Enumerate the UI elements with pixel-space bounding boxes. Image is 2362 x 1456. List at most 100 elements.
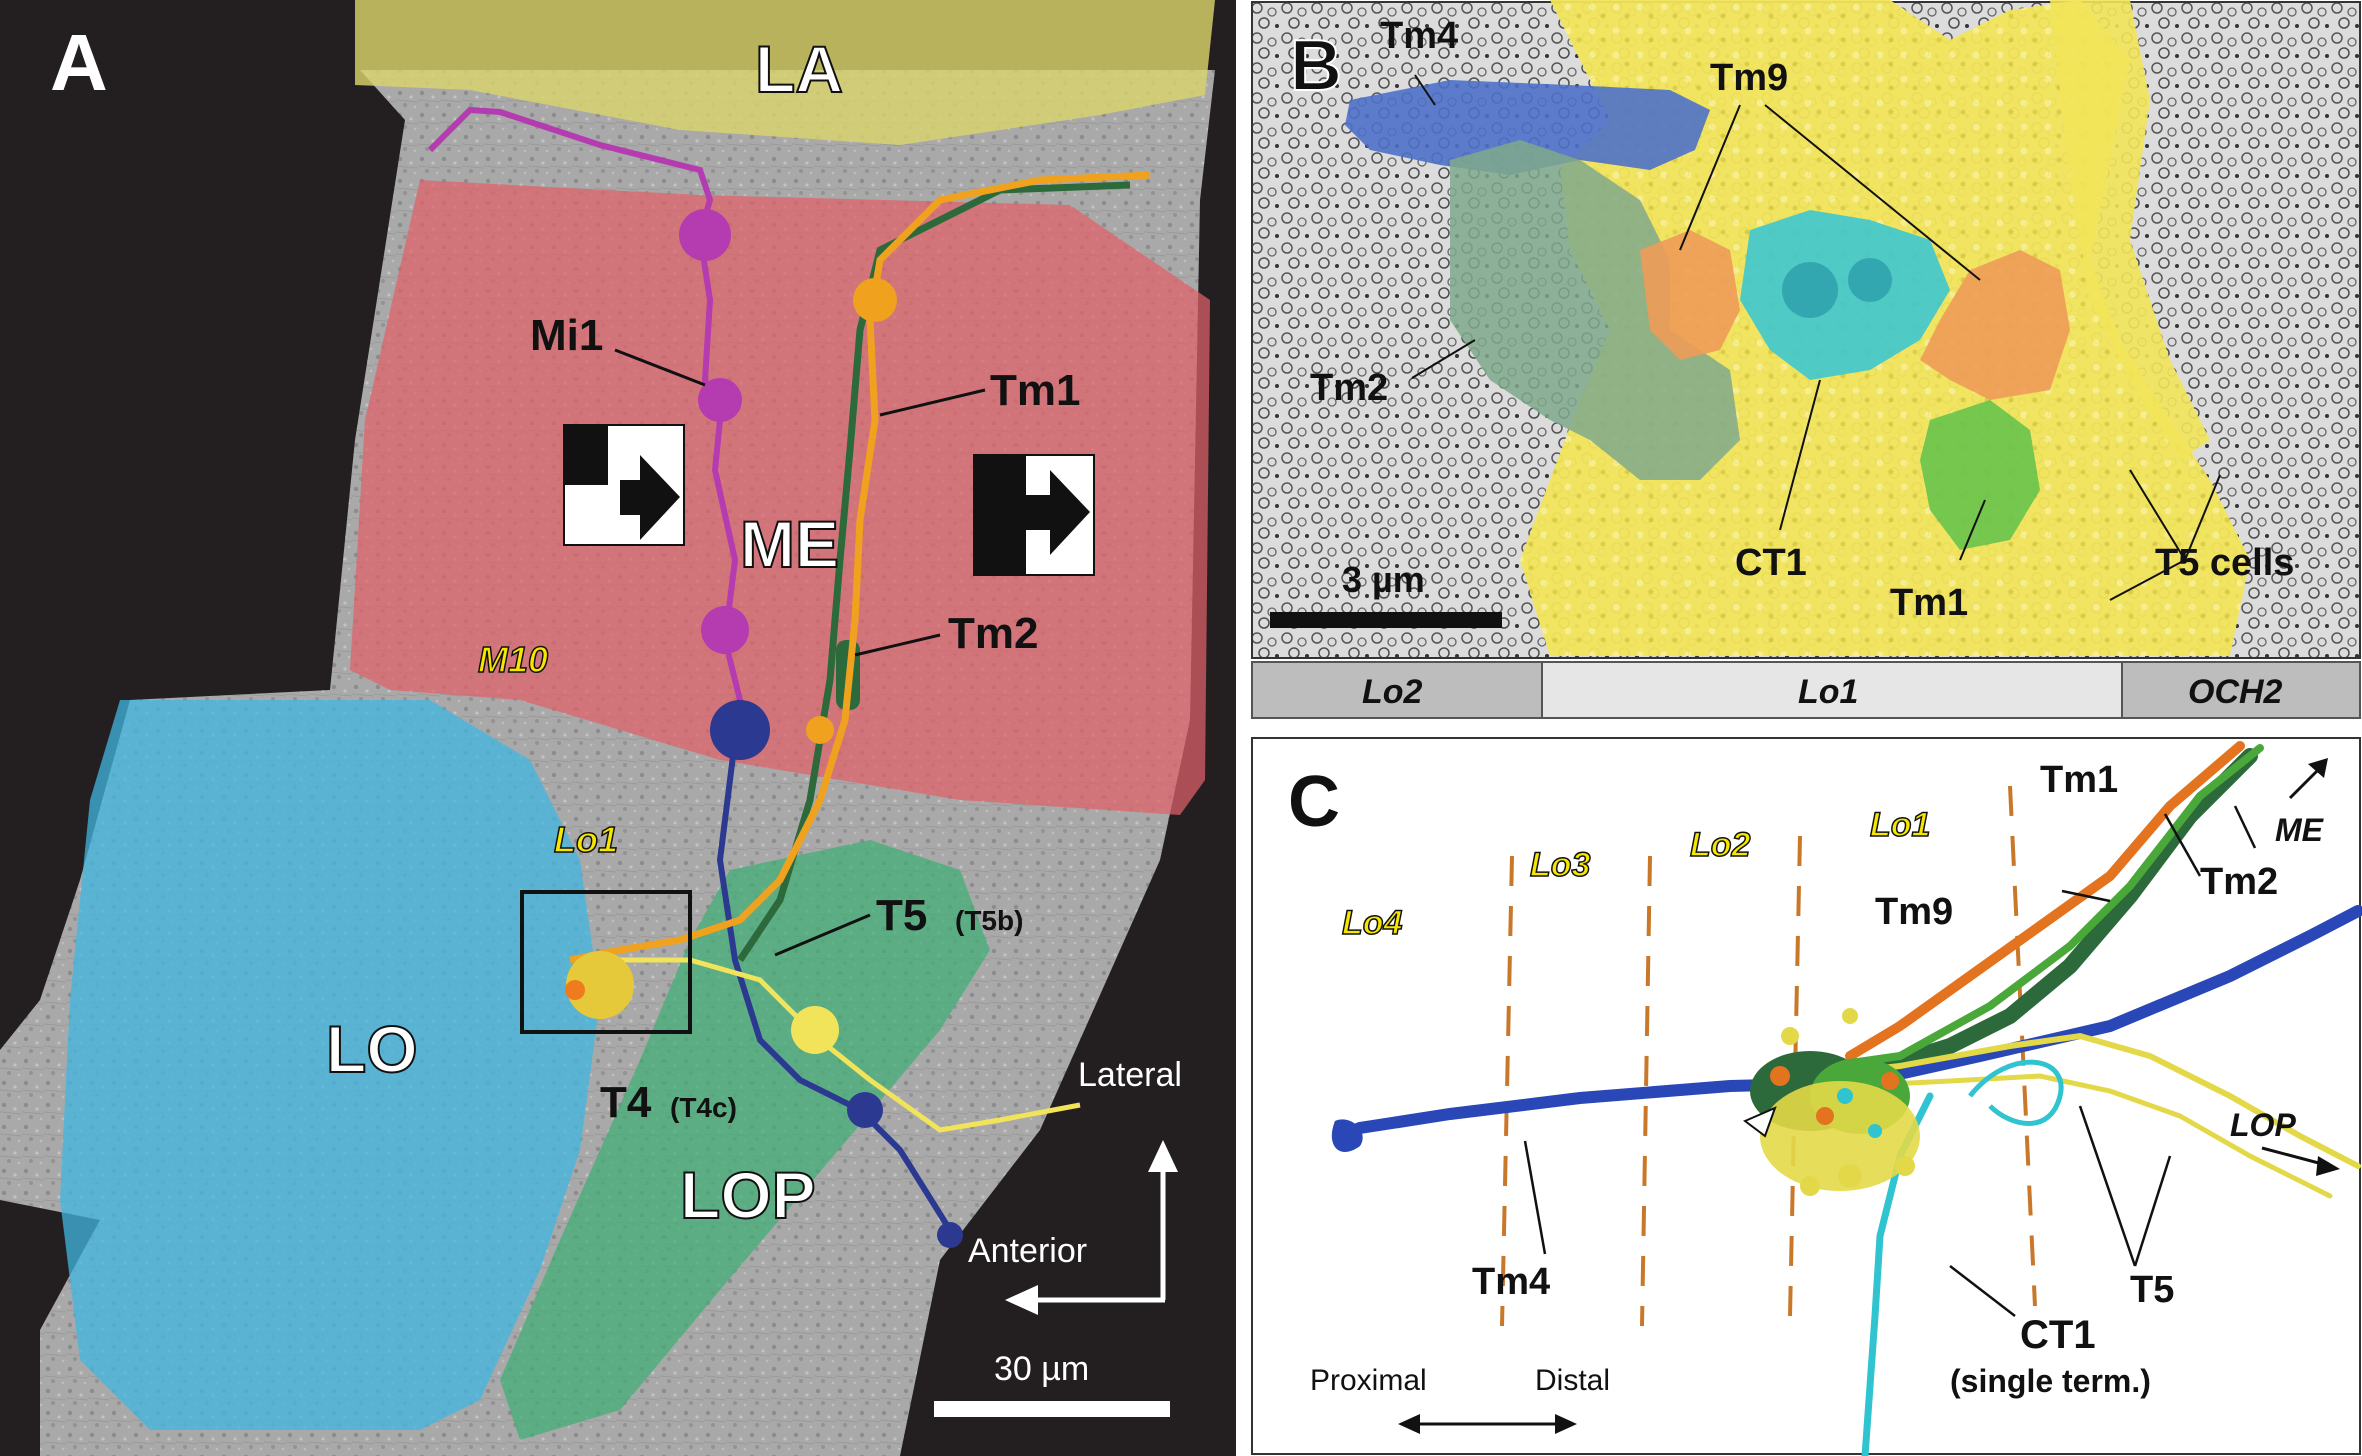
layer-label-c-lo2: Lo2 — [1690, 826, 1751, 864]
terminal-arbor-cluster — [1750, 1008, 1920, 1196]
leader-b-tm1 — [1959, 499, 1986, 561]
region-la — [355, 0, 1215, 145]
region-tm9-left — [1640, 230, 1740, 360]
mi1-arbor-distal — [679, 209, 731, 261]
tm1-terminal-lo — [565, 980, 585, 1000]
scale-bar-b-label: 3 µm — [1342, 559, 1425, 600]
region-tm4 — [1345, 80, 1710, 175]
ct1-organelle-b — [1848, 258, 1892, 302]
neuron-c-t5-a — [1807, 1032, 2361, 1169]
layer-box-och2 — [2121, 661, 2361, 719]
scale-bar-a — [934, 1401, 1170, 1417]
leader-c-tm4 — [1523, 1140, 1547, 1255]
label-t4: T4 — [600, 1078, 652, 1127]
scale-bar-a-label: 30 µm — [994, 1350, 1089, 1388]
label-t5-sub: (T5b) — [955, 905, 1023, 936]
panel-a-figure: A LA ME LO LOP M10 Lo1 Mi1 Tm1 Tm2 T5 (T… — [0, 0, 1215, 1456]
neuron-t4 — [716, 699, 953, 1232]
arrow-lop-head — [2316, 1156, 2340, 1176]
layer-boundary-3 — [1788, 835, 1802, 1317]
label-distal: Distal — [1535, 1364, 1610, 1397]
neuron-c-tm9 — [1845, 741, 2245, 1061]
region-tm2 — [1450, 140, 1740, 480]
leader-c-ct1 — [1949, 1265, 2016, 1317]
leader-b-ct1 — [1779, 379, 1821, 531]
label-tm1: Tm1 — [990, 366, 1080, 415]
label-c-tm2: Tm2 — [2200, 861, 2278, 903]
leader-mi1 — [614, 348, 706, 387]
leader-c-t5-b — [2133, 1155, 2172, 1267]
label-lateral: Lateral — [1078, 1056, 1182, 1094]
label-b-tm2: Tm2 — [1310, 367, 1388, 409]
label-mi1: Mi1 — [530, 311, 603, 360]
neuron-c-ct1-loop — [1968, 1059, 2064, 1126]
label-b-ct1: CT1 — [1735, 542, 1807, 584]
label-tm2: Tm2 — [948, 609, 1038, 658]
t4-axon-tip — [937, 1222, 963, 1248]
layer-label-c-lo1: Lo1 — [1870, 806, 1930, 844]
panel-c: C Lo4 Lo3 Lo2 Lo1 Tm1 Tm2 Tm9 Tm4 T5 CT1… — [1250, 736, 2362, 1456]
panel-a: A LA ME LO LOP M10 Lo1 Mi1 Tm1 Tm2 T5 (T… — [0, 0, 1236, 1456]
leader-tm2 — [854, 633, 941, 657]
leader-c-tm9 — [2061, 889, 2111, 903]
label-lop: LOP — [680, 1158, 816, 1232]
t4-terminal — [847, 1092, 883, 1128]
leader-c-t5-a — [2078, 1105, 2137, 1267]
layer-label-c-lo3: Lo3 — [1530, 846, 1591, 884]
leader-tm1 — [879, 388, 986, 417]
region-ct1 — [1740, 210, 1950, 380]
region-tm9-right — [1920, 250, 2070, 400]
label-b-tm4: Tm4 — [1380, 15, 1458, 57]
leader-b-t5-a — [2129, 469, 2186, 561]
region-lop — [500, 840, 990, 1440]
label-c-tm4: Tm4 — [1472, 1261, 1550, 1303]
leader-t5 — [774, 913, 871, 957]
tm4-terminal — [1331, 1119, 1363, 1152]
layer-label-c-lo4: Lo4 — [1342, 904, 1403, 942]
region-tm1 — [1920, 400, 2040, 550]
label-c-ct1: CT1 — [2020, 1313, 2096, 1357]
direction-icon-right — [973, 454, 1095, 576]
t5-dendrite-lo — [566, 951, 634, 1019]
layer-label-lo2: Lo2 — [1362, 673, 1423, 711]
arrow-me-head — [2308, 758, 2328, 778]
neuron-c-t5-b — [1847, 1073, 2333, 1199]
label-c-t5: T5 — [2130, 1269, 2174, 1311]
layer-boundary-2 — [1640, 855, 1652, 1327]
panel-b-figure: B Tm4 Tm9 Tm2 CT1 Tm1 T5 cells 3 µm Lo2 … — [1251, 0, 2361, 719]
label-b-tm1: Tm1 — [1890, 582, 1968, 624]
axis-lateral-arrowhead — [1148, 1140, 1178, 1172]
label-c-tm1: Tm1 — [2040, 759, 2118, 801]
leader-c-tm1 — [2163, 813, 2202, 877]
leader-c-tm2 — [2233, 805, 2257, 849]
panel-letter-c: C — [1288, 762, 1340, 842]
axis-anterior-arrowhead — [1005, 1285, 1038, 1315]
label-anterior: Anterior — [968, 1232, 1087, 1270]
label-c-lop: LOP — [2230, 1107, 2296, 1143]
region-me — [350, 180, 1210, 815]
panel-letter-b: B — [1290, 26, 1342, 106]
open-arrowhead-marker — [1743, 1106, 1777, 1138]
leader-b-tm4 — [1414, 74, 1436, 106]
label-lo: LO — [326, 1012, 418, 1086]
label-lo1: Lo1 — [554, 819, 618, 860]
label-la: LA — [755, 32, 843, 106]
label-proximal: Proximal — [1310, 1364, 1427, 1397]
mi1-arbor-proximal — [701, 606, 749, 654]
leader-b-t5-b — [2184, 474, 2221, 561]
leader-b-tm9-left — [1679, 104, 1741, 251]
t4-dendrite — [710, 700, 770, 760]
layer-box-lo1 — [1541, 661, 2123, 719]
direction-icon-left — [563, 424, 685, 546]
panel-letter-a: A — [50, 18, 108, 107]
layer-label-och2: OCH2 — [2188, 673, 2283, 711]
layer-boundary-1 — [1500, 855, 1514, 1327]
ct1-organelle-a — [1782, 262, 1838, 318]
label-c-me: ME — [2275, 812, 2325, 848]
neuron-c-tm1 — [1826, 744, 2264, 1070]
region-t5-cells-right — [2050, 0, 2210, 460]
panel-b: B Tm4 Tm9 Tm2 CT1 Tm1 T5 cells 3 µm Lo2 … — [1250, 0, 2362, 726]
tm1-arbor-m10 — [806, 716, 834, 744]
t5-dendrite-lop — [791, 1006, 839, 1054]
tm1-arbor — [853, 278, 897, 322]
